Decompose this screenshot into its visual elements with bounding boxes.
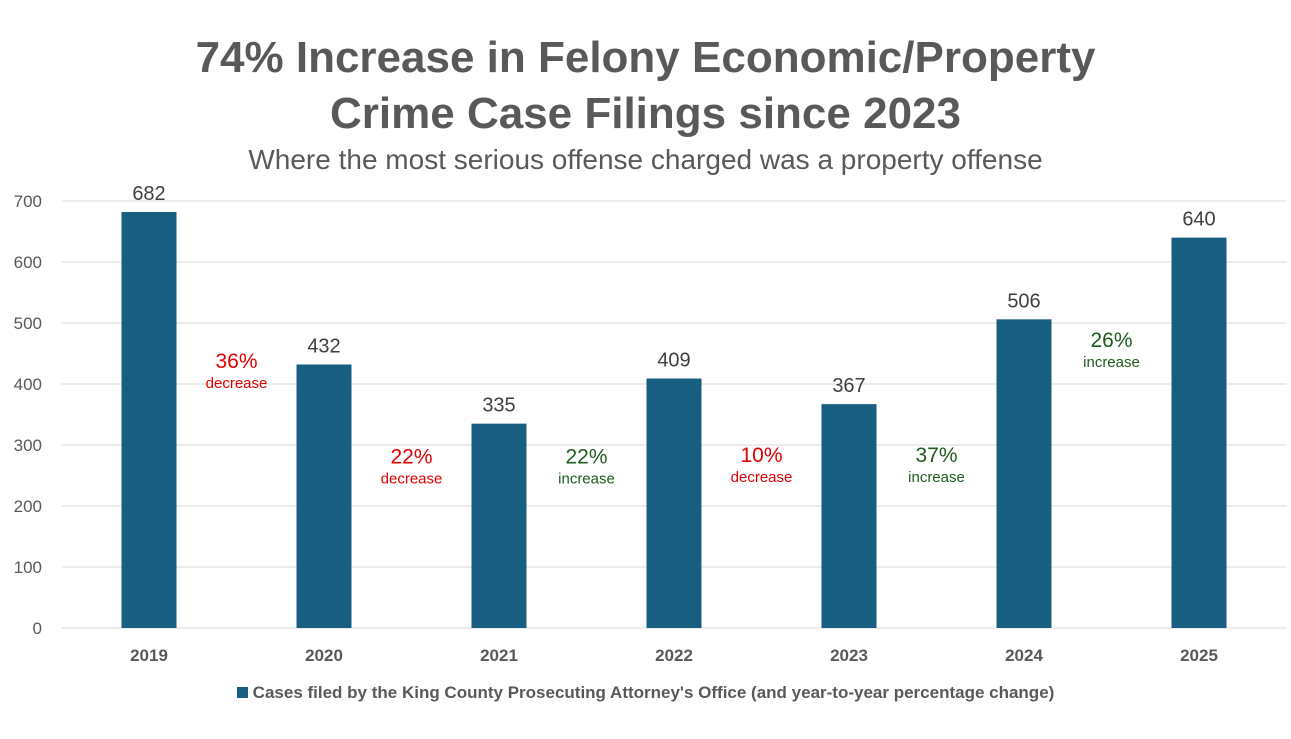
y-tick-label: 400 xyxy=(14,375,42,394)
bar xyxy=(1171,237,1227,628)
data-label: 682 xyxy=(132,183,165,205)
legend: Cases filed by the King County Prosecuti… xyxy=(0,683,1291,703)
y-tick-label: 200 xyxy=(14,497,42,516)
y-tick-label: 100 xyxy=(14,558,42,577)
change-percent: 22% xyxy=(565,445,607,468)
y-tick-label: 300 xyxy=(14,436,42,455)
change-percent: 37% xyxy=(915,444,957,467)
x-tick-label: 2023 xyxy=(830,646,868,665)
chart-title-line2: Crime Case Filings since 2023 xyxy=(330,89,961,138)
change-direction: increase xyxy=(908,469,965,486)
change-direction: increase xyxy=(558,470,615,487)
data-label: 640 xyxy=(1182,209,1215,231)
x-tick-label: 2022 xyxy=(655,646,693,665)
x-tick-label: 2025 xyxy=(1180,646,1218,665)
x-tick-label: 2019 xyxy=(130,646,168,665)
change-direction: increase xyxy=(1083,354,1140,371)
change-direction: decrease xyxy=(206,375,268,392)
x-tick-label: 2024 xyxy=(1005,646,1043,665)
bar xyxy=(996,319,1052,628)
data-label: 409 xyxy=(657,350,690,372)
change-direction: decrease xyxy=(381,470,443,487)
bar xyxy=(121,211,177,629)
change-percent: 10% xyxy=(740,444,782,467)
data-label: 367 xyxy=(832,375,865,397)
x-tick-label: 2020 xyxy=(305,646,343,665)
x-tick-label: 2021 xyxy=(480,646,518,665)
change-direction: decrease xyxy=(731,469,793,486)
y-tick-label: 700 xyxy=(14,192,42,211)
change-percent: 26% xyxy=(1090,329,1132,352)
data-label: 335 xyxy=(482,395,515,417)
change-percent: 22% xyxy=(390,445,432,468)
chart-subtitle: Where the most serious offense charged w… xyxy=(248,144,1043,175)
bar xyxy=(646,378,702,628)
y-tick-label: 600 xyxy=(14,253,42,272)
legend-swatch xyxy=(236,687,248,698)
change-percent: 36% xyxy=(215,350,257,373)
bar xyxy=(471,423,527,628)
y-tick-label: 500 xyxy=(14,314,42,333)
data-label: 432 xyxy=(307,335,340,357)
chart-title-line1: 74% Increase in Felony Economic/Property xyxy=(195,33,1096,82)
bar xyxy=(296,364,352,628)
legend-label: Cases filed by the King County Prosecuti… xyxy=(252,683,1055,702)
bar xyxy=(821,404,877,628)
y-tick-label: 0 xyxy=(33,619,42,638)
data-label: 506 xyxy=(1007,290,1040,312)
